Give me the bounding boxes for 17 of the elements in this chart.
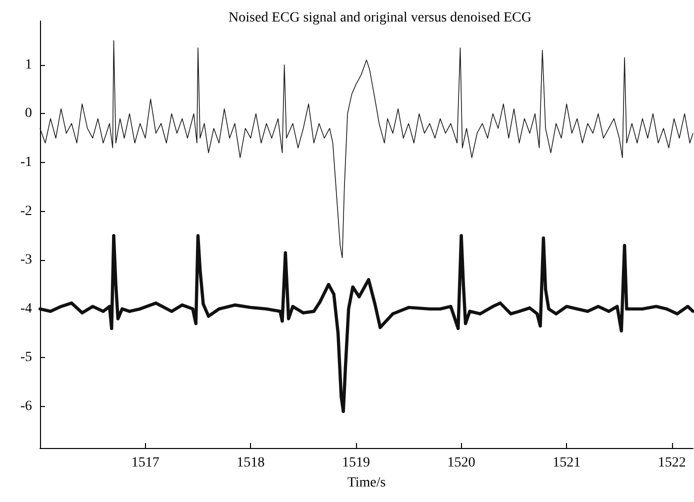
- x-tick-label: 1519: [342, 456, 370, 470]
- x-axis-title: Time/s: [347, 476, 386, 490]
- y-tick-label: 1: [25, 57, 32, 72]
- x-tick-label: 1522: [658, 456, 686, 470]
- y-tick-label: -6: [20, 399, 32, 414]
- line-series: [40, 40, 694, 258]
- x-tick-label: 1520: [447, 456, 476, 470]
- y-tick-label: -4: [20, 301, 32, 316]
- x-tick-label: 1517: [131, 456, 160, 470]
- x-tick-label: 1521: [552, 456, 581, 470]
- y-tick-label: -2: [20, 204, 32, 219]
- y-tick-label: -1: [20, 155, 32, 170]
- x-tick-label: 1518: [236, 456, 265, 470]
- y-tick-label: -3: [20, 252, 32, 268]
- chart-title: Noised ECG signal and original versus denoised ECG: [228, 10, 532, 26]
- y-tick-label: 0: [25, 106, 32, 122]
- y-tick-label: -5: [20, 350, 32, 366]
